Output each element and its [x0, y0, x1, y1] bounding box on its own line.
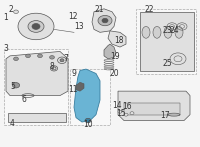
- Text: 5: 5: [11, 82, 15, 91]
- Text: 9: 9: [71, 69, 76, 78]
- Text: 20: 20: [110, 69, 120, 78]
- Circle shape: [58, 57, 66, 64]
- Text: 24: 24: [170, 26, 180, 35]
- Ellipse shape: [153, 26, 161, 38]
- Text: 17: 17: [160, 111, 170, 120]
- Text: 13: 13: [74, 22, 84, 31]
- Text: 2: 2: [9, 5, 13, 14]
- FancyBboxPatch shape: [70, 69, 110, 125]
- Ellipse shape: [175, 26, 183, 38]
- Polygon shape: [92, 9, 116, 32]
- Text: 25: 25: [163, 59, 172, 69]
- Text: 21: 21: [94, 5, 104, 14]
- Circle shape: [102, 18, 108, 23]
- Circle shape: [12, 83, 20, 88]
- Text: 7: 7: [64, 54, 68, 63]
- FancyBboxPatch shape: [8, 113, 66, 122]
- Text: 6: 6: [22, 95, 26, 105]
- Text: 15: 15: [116, 109, 126, 118]
- Polygon shape: [118, 91, 190, 121]
- Circle shape: [118, 110, 122, 113]
- Circle shape: [18, 13, 54, 40]
- Circle shape: [124, 113, 128, 116]
- Circle shape: [28, 21, 44, 32]
- Polygon shape: [108, 31, 126, 47]
- Text: 22: 22: [144, 5, 154, 14]
- Text: 12: 12: [68, 12, 78, 21]
- Text: 18: 18: [114, 36, 124, 45]
- Polygon shape: [140, 12, 194, 71]
- FancyBboxPatch shape: [4, 49, 68, 125]
- Circle shape: [50, 56, 54, 59]
- Polygon shape: [74, 69, 100, 122]
- Circle shape: [26, 54, 30, 58]
- Polygon shape: [6, 51, 68, 96]
- Polygon shape: [104, 44, 116, 59]
- Ellipse shape: [164, 26, 172, 38]
- Ellipse shape: [142, 26, 150, 38]
- Text: 8: 8: [50, 62, 54, 71]
- Text: 16: 16: [122, 102, 132, 111]
- Circle shape: [98, 15, 112, 26]
- Polygon shape: [76, 82, 84, 91]
- Polygon shape: [124, 103, 180, 115]
- Circle shape: [85, 118, 91, 123]
- Text: 10: 10: [83, 120, 93, 129]
- Text: 4: 4: [10, 119, 14, 128]
- Text: 14: 14: [112, 101, 122, 110]
- Circle shape: [38, 54, 42, 58]
- Text: 3: 3: [4, 44, 8, 53]
- Text: 1: 1: [4, 13, 8, 22]
- Circle shape: [32, 24, 40, 29]
- FancyBboxPatch shape: [136, 9, 196, 74]
- Circle shape: [14, 57, 18, 61]
- Circle shape: [130, 112, 134, 115]
- Text: 11: 11: [69, 85, 78, 94]
- Text: 19: 19: [110, 52, 120, 61]
- Circle shape: [14, 10, 18, 14]
- Text: 23: 23: [163, 26, 172, 35]
- Circle shape: [60, 59, 64, 62]
